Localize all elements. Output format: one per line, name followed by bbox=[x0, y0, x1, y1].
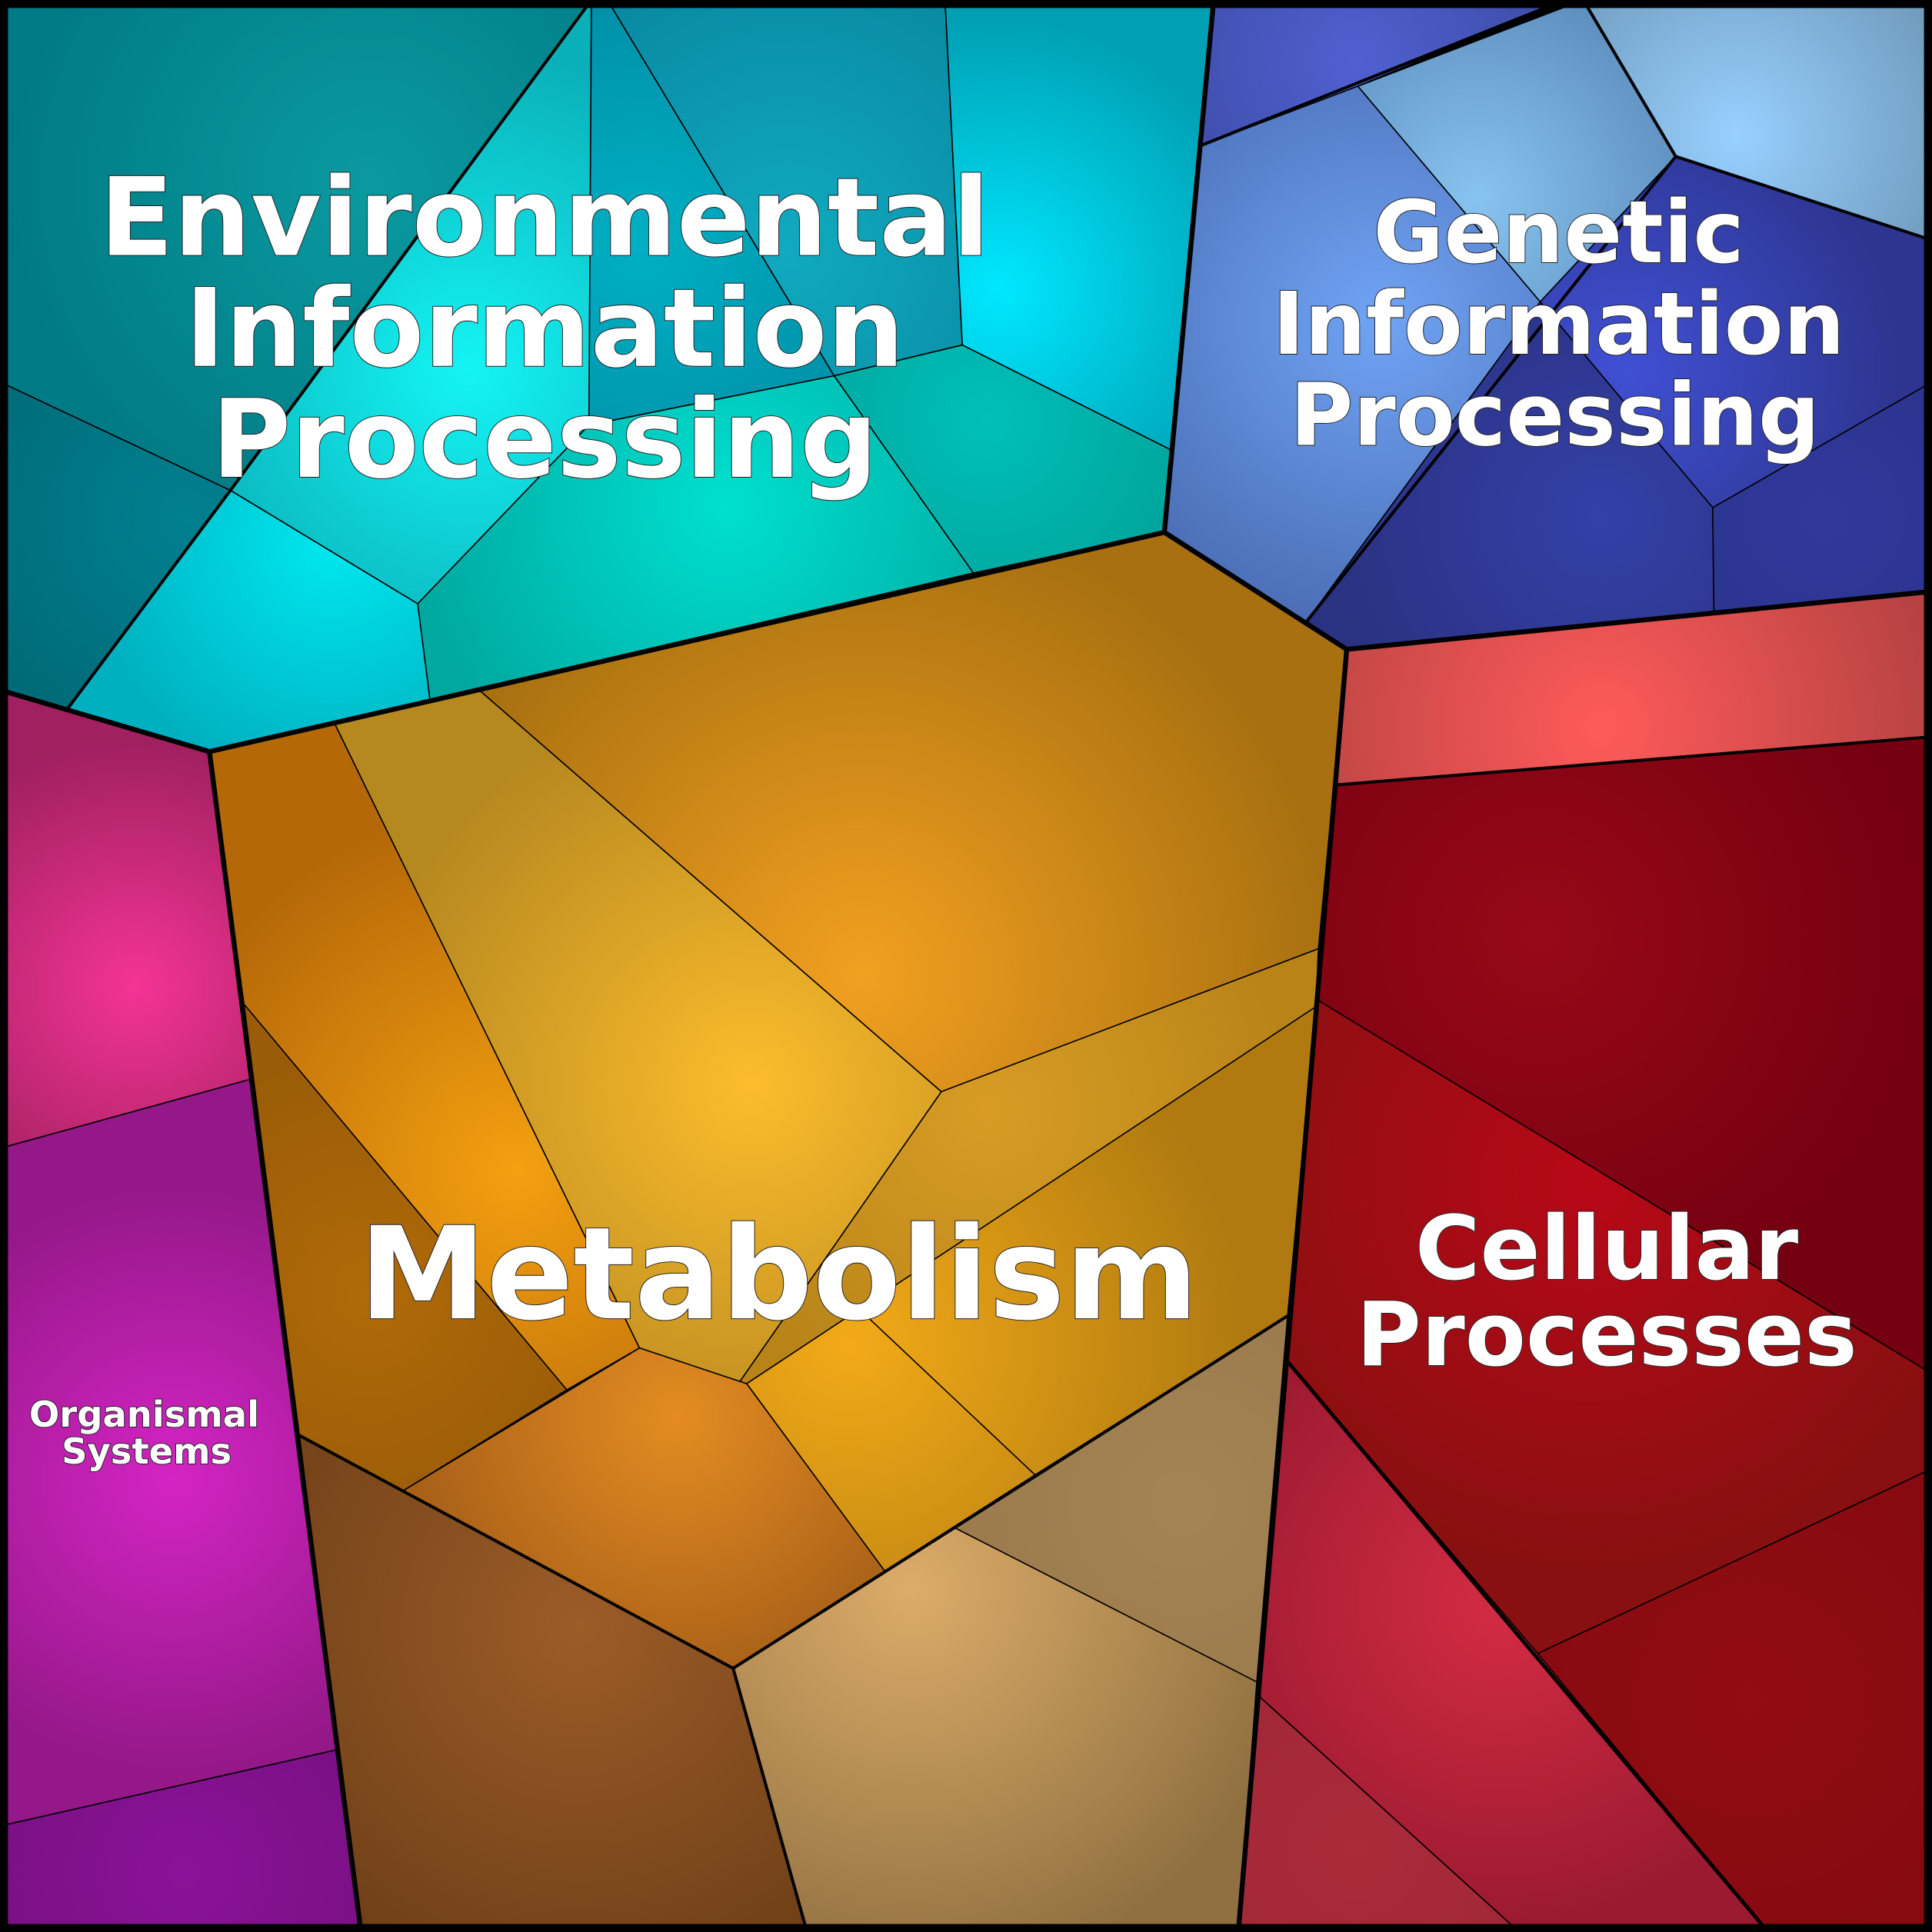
category-border bbox=[1286, 1360, 1770, 1932]
label-line: Processing bbox=[1290, 365, 1820, 465]
category-border bbox=[0, 0, 1217, 754]
subcategory-border bbox=[732, 1314, 1289, 1670]
label-line: Genetic bbox=[1373, 183, 1744, 283]
label-line: Metabolism bbox=[359, 1200, 1199, 1349]
subcategory-border bbox=[66, 0, 593, 710]
label-organismal: Organismal Systems bbox=[28, 1393, 260, 1473]
treemap-cell bbox=[0, 1748, 362, 1932]
label-line: Information bbox=[185, 266, 904, 392]
subcategory-border bbox=[1201, 0, 1566, 147]
category-border bbox=[207, 751, 364, 1932]
label-metabolism: Metabolism bbox=[358, 1199, 1200, 1350]
label-line: Processes bbox=[1356, 1284, 1857, 1387]
cell-border bbox=[861, 1311, 1036, 1476]
label-genetic: Genetic Information Processing bbox=[1272, 182, 1846, 466]
label-line: Environmental bbox=[99, 155, 989, 281]
label-line: Information bbox=[1273, 275, 1845, 375]
label-environmental: Environmental Information Processing bbox=[99, 155, 991, 504]
treemap-cell bbox=[1712, 381, 1932, 614]
label-line: Systems bbox=[62, 1431, 232, 1472]
label-cellular: Cellular Processes bbox=[1355, 1197, 1857, 1387]
label-line: Processing bbox=[212, 377, 878, 503]
label-line: Cellular bbox=[1415, 1198, 1798, 1301]
subcategory-border bbox=[1337, 735, 1932, 787]
category-border bbox=[1235, 649, 1350, 1932]
inner-borders bbox=[861, 1311, 1036, 1476]
subcategory-border bbox=[1304, 155, 1677, 624]
label-line: Organismal bbox=[29, 1394, 259, 1435]
